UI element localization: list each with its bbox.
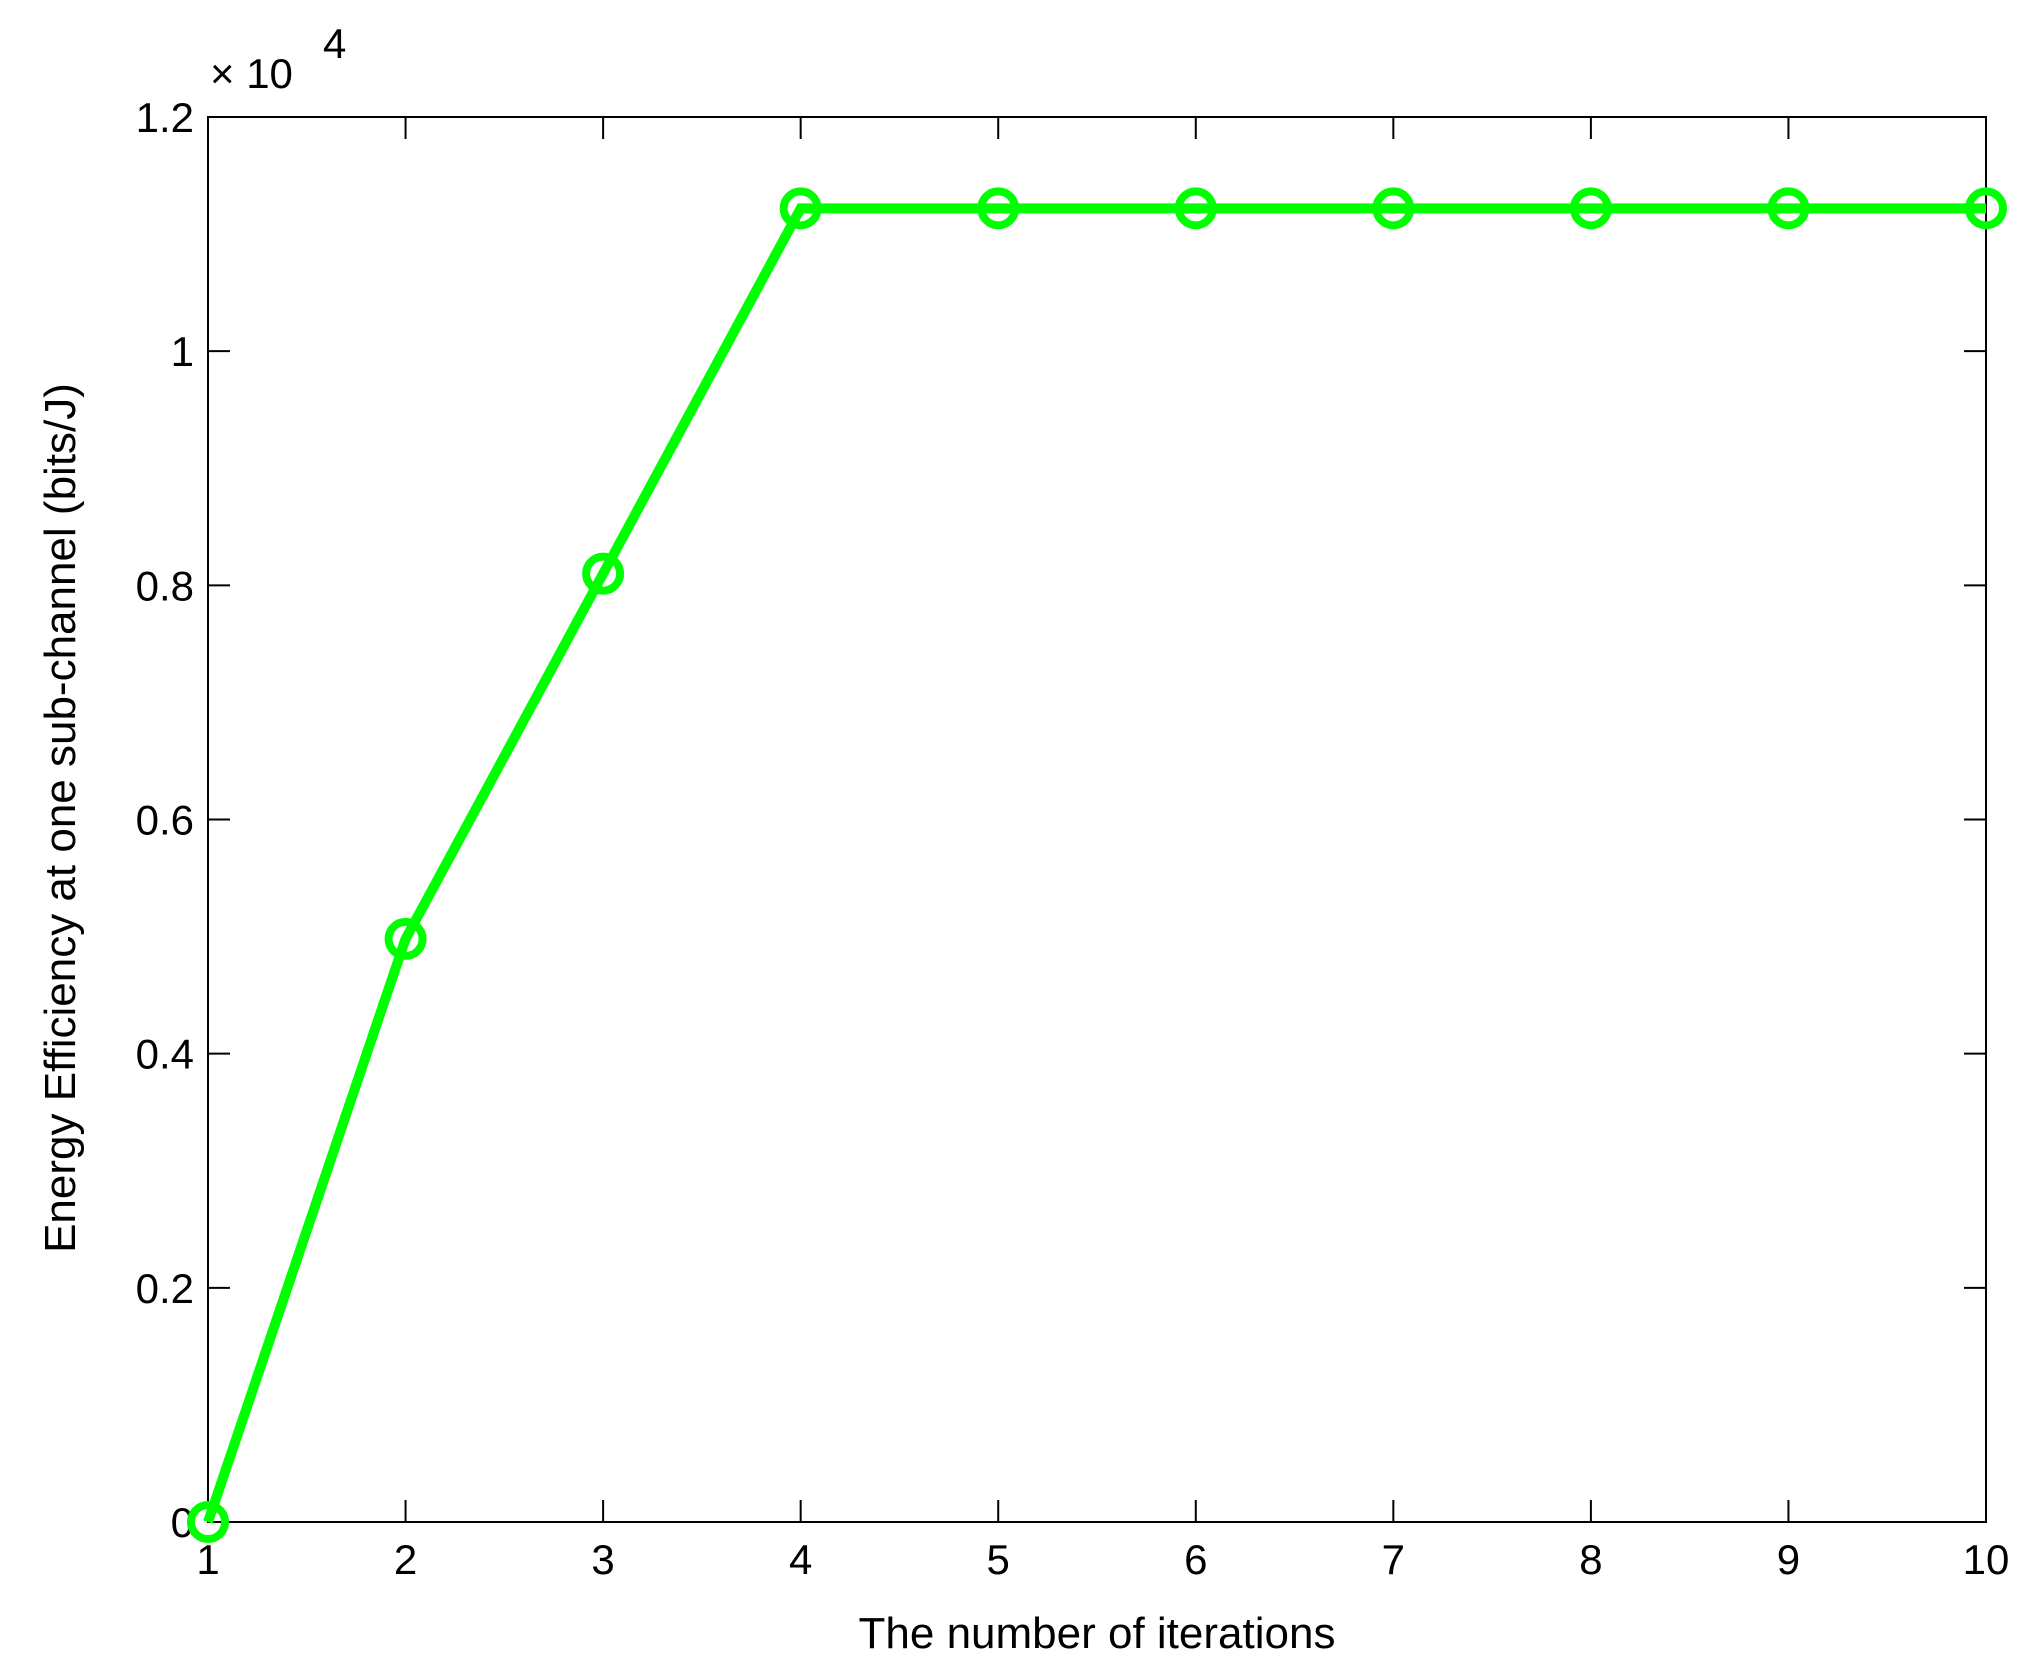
x-tick-label: 6 <box>1184 1536 1207 1583</box>
data-point-marker <box>1965 187 2007 230</box>
data-point-marker <box>384 917 427 960</box>
data-point-marker <box>977 187 1020 230</box>
series-line <box>203 203 1986 1524</box>
y-tick-label: 0.4 <box>136 1031 194 1078</box>
data-point-marker <box>779 187 822 230</box>
y-tick-label: 1.2 <box>136 94 194 141</box>
x-tick-label: 4 <box>789 1536 812 1583</box>
data-point-marker <box>582 552 625 595</box>
x-tick-label: 8 <box>1579 1536 1602 1583</box>
plot-frame <box>207 116 1987 1523</box>
y-axis-label: Energy Efficiency at one sub-channel (bi… <box>36 383 85 1253</box>
x-tick-label: 3 <box>591 1536 614 1583</box>
data-point-marker <box>1767 187 1810 230</box>
y-tick-label: 0.6 <box>136 797 194 844</box>
x-tick-label: 10 <box>1963 1536 2010 1583</box>
y-exponent-base: × 10 <box>210 50 293 97</box>
data-point-marker <box>1174 187 1217 230</box>
x-tick-label: 2 <box>394 1536 417 1583</box>
data-point-marker <box>1372 187 1415 230</box>
x-axis-label: The number of iterations <box>859 1609 1336 1658</box>
y-tick-label: 0 <box>171 1499 194 1546</box>
x-tick-label: 9 <box>1777 1536 1800 1583</box>
x-tick-label: 7 <box>1382 1536 1405 1583</box>
data-point-marker <box>187 1501 229 1543</box>
y-tick-label: 0.8 <box>136 562 194 609</box>
tick-labels: 1 2 3 4 5 6 7 8 9 10 0 0.2 0.4 0.6 0.8 1 1.2 <box>136 94 2010 1583</box>
y-tick-label: 0.2 <box>136 1265 194 1312</box>
x-tick-label: 5 <box>987 1536 1010 1583</box>
x-tick-label: 1 <box>196 1536 219 1583</box>
y-tick-label: 1 <box>171 328 194 375</box>
series-layer <box>187 187 2007 1543</box>
y-exponent-power: 4 <box>323 20 346 67</box>
data-point-marker <box>1569 187 1612 230</box>
